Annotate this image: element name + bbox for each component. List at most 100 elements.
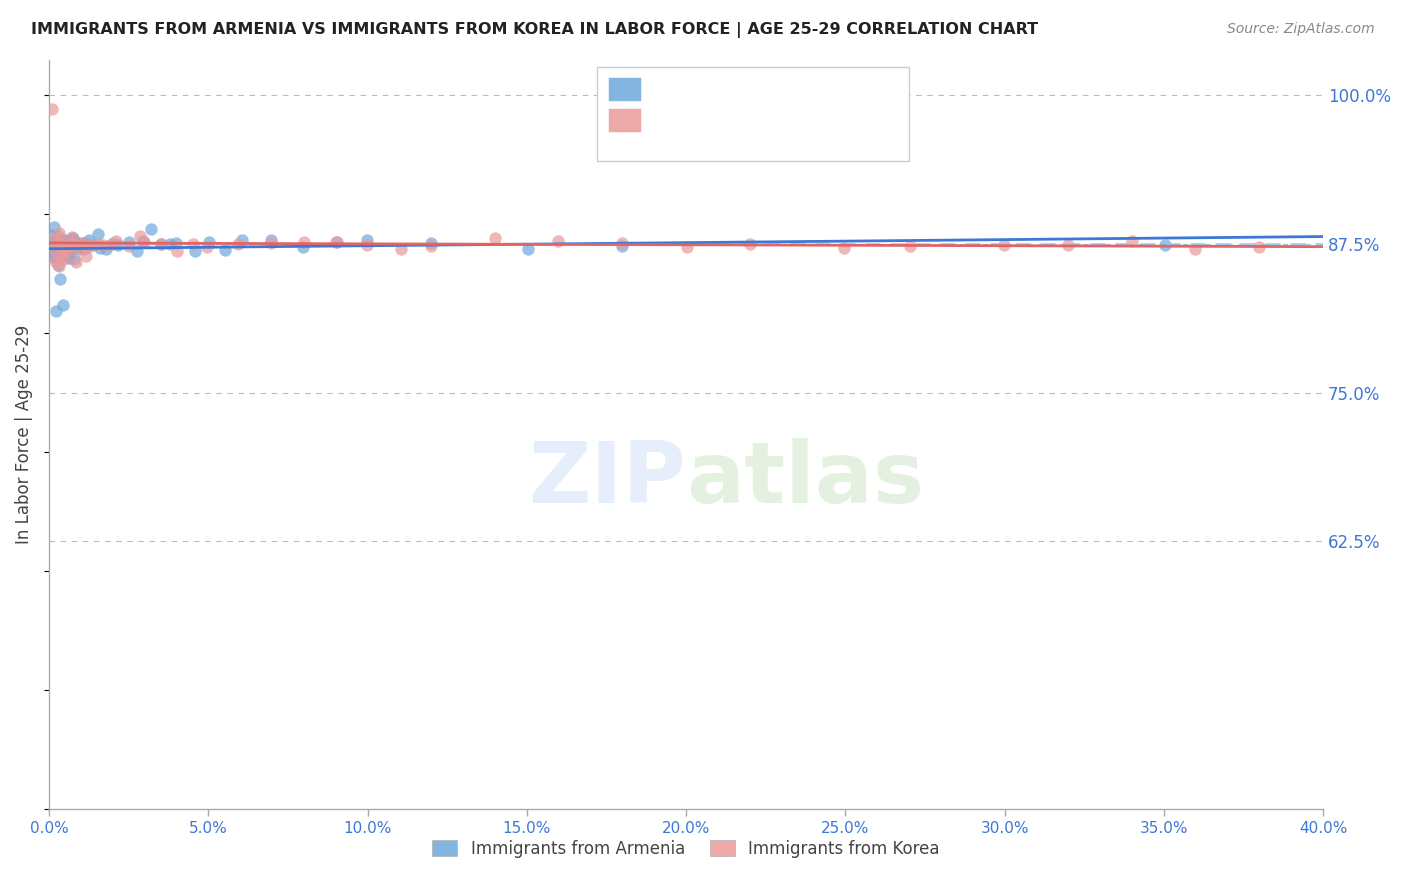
Point [52,247,75,261]
Point [67,241,90,255]
Text: ZIP: ZIP [529,438,686,521]
Point [49,271,72,285]
Point [58,238,80,252]
Point [42,232,65,246]
Point [260,235,283,250]
Point [73,236,96,251]
Point [73,242,96,256]
Point [900,239,922,253]
Point [60,235,83,250]
Point [67,242,90,256]
Point [51,238,73,252]
FancyBboxPatch shape [598,67,910,161]
Text: R = 0.203: R = 0.203 [647,107,744,125]
Point [44,253,66,268]
FancyBboxPatch shape [609,77,641,101]
Point [420,235,443,250]
Point [60,232,83,246]
Point [51,233,73,247]
Point [325,235,347,249]
Point [98,237,121,252]
Point [62,231,84,245]
Point [610,239,633,253]
Point [69,239,91,253]
Point [63,252,86,266]
Text: N = 61: N = 61 [792,75,858,94]
Point [77,233,100,247]
Point [1249,240,1271,254]
Point [73,236,96,251]
Point [260,233,283,247]
Point [107,238,129,252]
Point [484,231,506,245]
Point [150,237,173,252]
Point [59,240,82,254]
Point [45,303,67,318]
Point [48,242,70,256]
Point [226,237,249,252]
Point [118,239,141,253]
Point [82,238,104,252]
Point [53,243,76,257]
Point [44,243,66,257]
Point [183,244,205,258]
Point [42,235,65,250]
Point [45,243,67,257]
Point [356,238,378,252]
Point [1184,242,1206,256]
Point [41,103,63,117]
Point [231,233,253,247]
Point [58,252,80,266]
Point [740,237,762,252]
Point [96,242,118,256]
Point [1121,234,1143,248]
Point [42,250,65,264]
Point [79,238,101,252]
Point [46,258,69,272]
Point [65,254,87,268]
Point [166,244,188,258]
Point [134,235,156,249]
Point [128,229,150,244]
Point [69,236,91,251]
Point [56,240,79,254]
Point [420,239,443,253]
Point [42,220,65,235]
Text: Source: ZipAtlas.com: Source: ZipAtlas.com [1227,22,1375,37]
Point [103,235,125,250]
Point [993,238,1015,252]
Point [45,236,67,251]
Point [132,235,155,249]
Point [76,240,98,254]
Point [48,226,70,240]
Point [41,248,63,262]
Text: atlas: atlas [686,438,924,521]
Point [516,242,538,256]
Point [65,235,87,250]
Text: IMMIGRANTS FROM ARMENIA VS IMMIGRANTS FROM KOREA IN LABOR FORCE | AGE 25-29 CORR: IMMIGRANTS FROM ARMENIA VS IMMIGRANTS FR… [31,22,1038,38]
Point [51,233,73,247]
Point [356,233,378,247]
Point [46,241,69,255]
Point [165,236,187,251]
Point [104,235,127,249]
Point [49,238,72,252]
Point [547,234,569,248]
Point [46,229,69,244]
Text: R = 0.043: R = 0.043 [647,75,744,94]
Point [389,242,412,256]
Point [89,241,111,255]
Point [86,227,108,242]
Point [139,221,162,235]
Point [612,235,634,250]
Point [58,243,80,257]
Point [1057,238,1080,252]
Point [72,237,94,252]
Point [1154,238,1177,252]
Point [197,235,219,250]
Point [93,238,115,252]
Point [44,234,66,248]
Legend: Immigrants from Armenia, Immigrants from Korea: Immigrants from Armenia, Immigrants from… [426,833,946,864]
Point [291,239,314,253]
Point [127,244,149,258]
